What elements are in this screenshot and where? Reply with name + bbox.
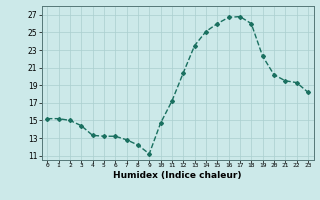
X-axis label: Humidex (Indice chaleur): Humidex (Indice chaleur) [113, 171, 242, 180]
